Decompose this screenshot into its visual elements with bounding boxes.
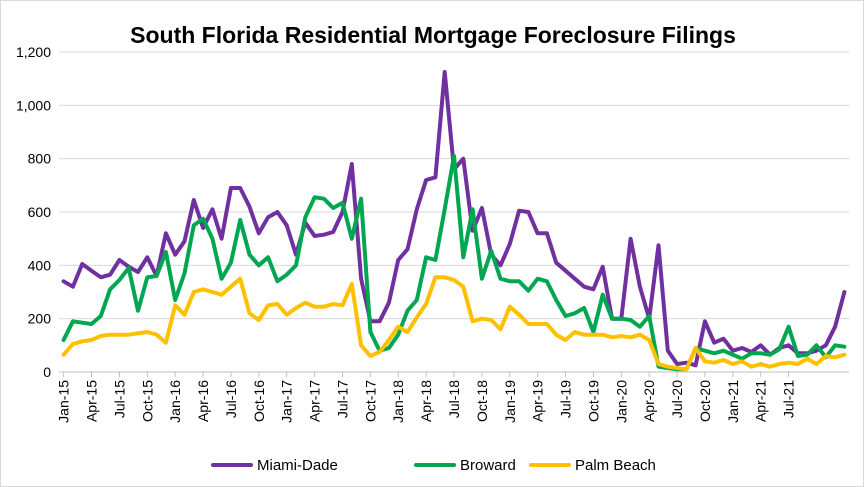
x-tick-label: Apr-15: [84, 380, 100, 422]
x-tick-label: Oct-16: [251, 380, 267, 422]
y-tick-label: 0: [43, 364, 51, 380]
x-tick-label: Jul-18: [446, 380, 462, 418]
series-line-miami-dade: [61, 70, 847, 368]
x-tick-label: Oct-19: [585, 380, 601, 422]
x-tick-label: Apr-16: [195, 380, 211, 422]
x-tick-label: Apr-20: [641, 380, 657, 422]
legend-label: Miami-Dade: [257, 457, 338, 474]
x-tick-label: Jul-17: [334, 380, 350, 418]
x-tick-label: Jan-16: [167, 380, 183, 423]
x-tick-label: Jan-15: [56, 380, 72, 423]
y-tick-label: 800: [28, 151, 52, 167]
x-tick-label: Apr-17: [307, 380, 323, 422]
legend-label: Palm Beach: [575, 457, 656, 474]
series-line-palm-beach: [61, 275, 847, 372]
x-tick-label: Jul-21: [781, 380, 797, 418]
x-tick-label: Jan-17: [279, 380, 295, 423]
x-tick-label: Jul-16: [223, 380, 239, 418]
x-tick-label: Jul-20: [669, 380, 685, 418]
x-tick-label: Apr-21: [753, 380, 769, 422]
y-tick-label: 400: [28, 257, 52, 273]
x-axis-ticks: Jan-15 Apr-15 Jul-15 Oct-15 Jan-16 Apr-16 Jul-…: [56, 372, 797, 423]
x-tick-label: Jan-21: [725, 380, 741, 423]
x-tick-label: Oct-15: [139, 380, 155, 422]
x-tick-label: Oct-17: [362, 380, 378, 422]
series-line-broward: [61, 154, 847, 372]
legend: Miami-Dade Broward Palm Beach: [211, 457, 656, 474]
x-tick-label: Jul-19: [558, 380, 574, 418]
y-tick-label: 600: [28, 204, 52, 220]
series-lines: [61, 70, 847, 372]
x-tick-label: Oct-20: [697, 380, 713, 422]
x-tick-label: Oct-18: [474, 380, 490, 422]
y-axis-ticks: 0 200 400 600 800 1,000 1,200: [16, 44, 51, 380]
x-tick-label: Jul-15: [111, 380, 127, 418]
x-tick-label: Jan-19: [502, 380, 518, 423]
y-tick-label: 1,200: [16, 44, 51, 60]
x-tick-label: Jan-18: [390, 380, 406, 423]
legend-label: Broward: [460, 457, 516, 474]
x-tick-label: Jan-20: [613, 380, 629, 423]
x-tick-label: Apr-19: [530, 380, 546, 422]
y-tick-label: 1,000: [16, 97, 51, 113]
y-tick-label: 200: [28, 311, 52, 327]
x-tick-label: Apr-18: [418, 380, 434, 422]
gridlines: [59, 51, 849, 373]
chart-title: South Florida Residential Mortgage Forec…: [130, 22, 736, 48]
